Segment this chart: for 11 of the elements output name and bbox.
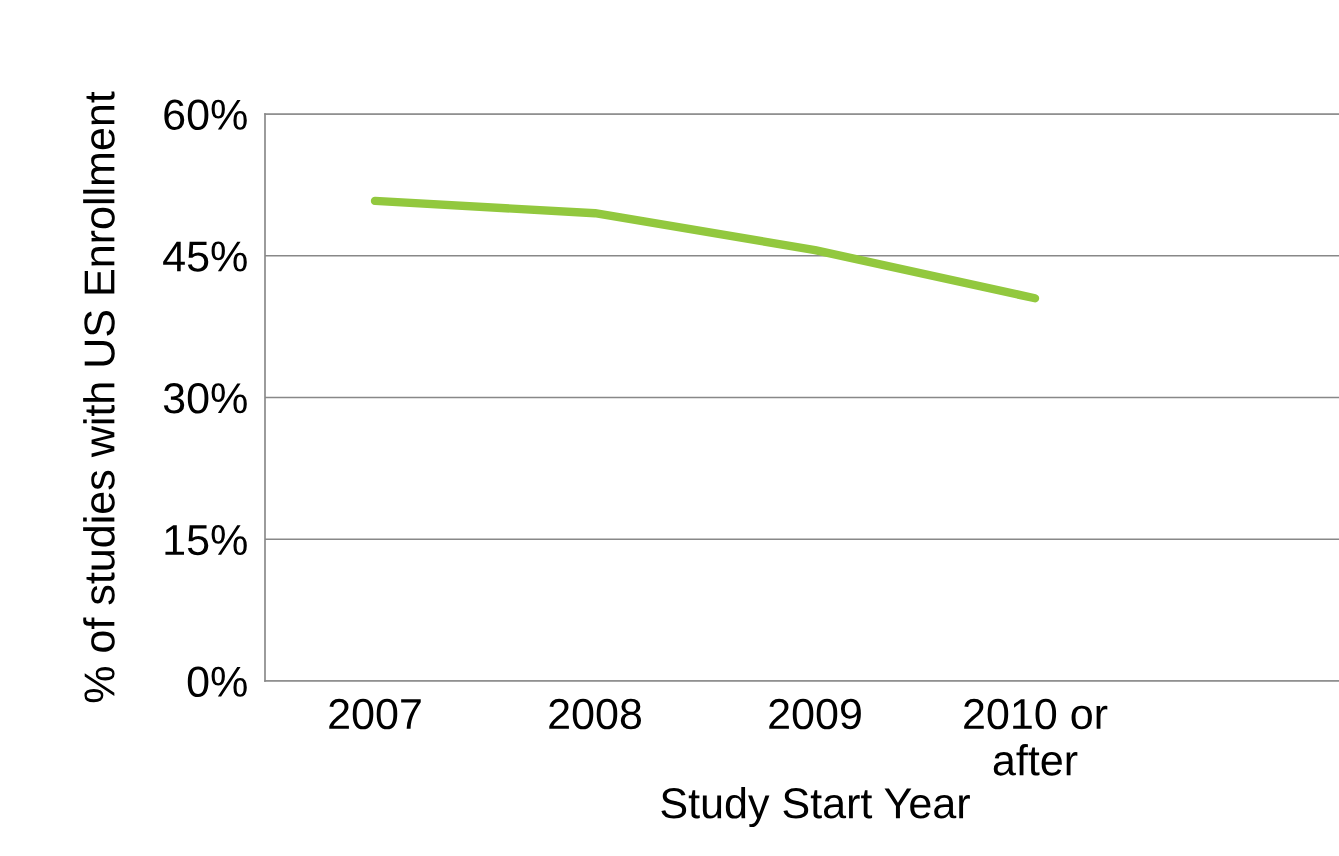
x-tick-label: 2009	[769, 698, 861, 730]
x-tick-label: 2008	[549, 698, 642, 730]
x-tick-label: 2007	[329, 698, 421, 730]
y-tick-label: 15%	[165, 524, 247, 556]
y-tick-label: 60%	[164, 99, 247, 131]
y-tick-label: 0%	[187, 666, 247, 698]
x-tick-label: 2010 or after	[964, 698, 1108, 776]
x-axis-title: Study Start Year	[661, 786, 970, 828]
y-axis-title: % of studies with US Enrollment	[83, 91, 115, 703]
y-tick-label: 30%	[163, 383, 247, 414]
y-tick-label: 45%	[163, 241, 247, 272]
